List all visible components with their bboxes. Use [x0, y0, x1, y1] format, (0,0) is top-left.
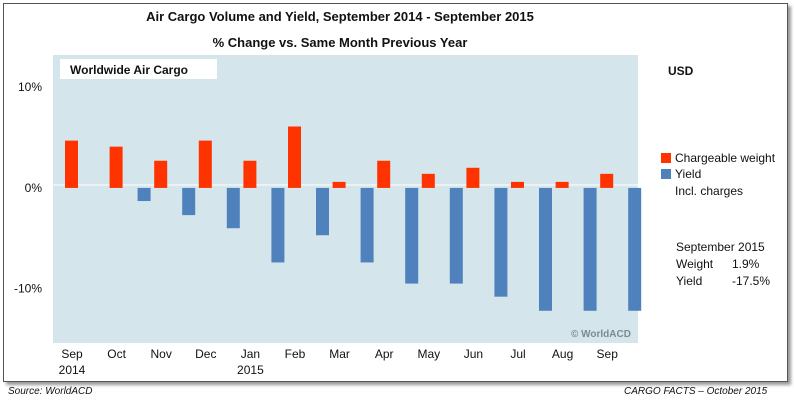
weight-bar: [65, 140, 78, 188]
yield-bar: [583, 187, 597, 311]
credit-note: CARGO FACTS – October 2015: [624, 386, 768, 397]
yield-bar: [360, 187, 374, 263]
weight-bar: [466, 167, 480, 188]
x-tick-label: Sep: [597, 347, 619, 361]
yield-bar: [137, 187, 151, 202]
x-tick-label: Apr: [375, 347, 394, 361]
y-tick-label: 10%: [18, 80, 42, 94]
yield-swatch: [661, 169, 671, 179]
yield-bar: [182, 187, 196, 216]
weight-bar: [511, 181, 524, 188]
weight-bar: [109, 146, 123, 188]
x-tick-label: May: [417, 347, 440, 361]
x-tick-label: Sep: [61, 347, 83, 361]
weight-bar: [555, 181, 569, 188]
inner-label: Worldwide Air Cargo: [70, 63, 188, 77]
summary-value: 1.9%: [732, 257, 760, 271]
weight-bar: [243, 160, 257, 188]
summary-row-yield: Yield -17.5%: [676, 274, 770, 288]
yield-bar: [226, 187, 240, 229]
x-year-label: 2015: [237, 363, 264, 377]
yield-bar: [494, 187, 508, 297]
x-tick-label: Aug: [552, 347, 573, 361]
legend-label-yield: Yield: [675, 167, 702, 181]
x-year-label: 2014: [59, 363, 86, 377]
x-tick-label: Dec: [195, 347, 216, 361]
summary-label: Weight: [676, 257, 714, 271]
x-tick-label: Feb: [285, 347, 306, 361]
weight-bar: [198, 140, 212, 188]
x-tick-label: Mar: [329, 347, 350, 361]
weight-bar: [154, 160, 168, 188]
weight-swatch: [661, 153, 671, 163]
x-tick-label: Jan: [241, 347, 260, 361]
weight-bar: [421, 173, 435, 188]
chart-title: Air Cargo Volume and Yield, September 20…: [146, 9, 534, 24]
chart-subtitle: % Change vs. Same Month Previous Year: [212, 35, 468, 50]
x-tick-label: Oct: [107, 347, 126, 361]
yield-bar: [628, 187, 642, 311]
x-tick-label: Jun: [464, 347, 483, 361]
legend-label-weight: Chargeable weight: [675, 151, 776, 165]
legend-note: Incl. charges: [675, 184, 744, 198]
weight-bar: [288, 126, 301, 188]
summary-row-weight: Weight 1.9%: [676, 257, 759, 271]
weight-bar: [332, 181, 346, 188]
legend-item-yield: Yield: [661, 167, 701, 181]
weight-bar: [377, 160, 391, 188]
summary-heading: September 2015: [676, 240, 765, 254]
summary-label: Yield: [676, 274, 703, 288]
x-tick-label: Nov: [151, 347, 172, 361]
watermark: © WorldACD: [571, 329, 631, 340]
yield-bar: [316, 187, 329, 236]
legend-item-weight: Chargeable weight: [661, 151, 775, 165]
summary-value: -17.5%: [732, 274, 771, 288]
y-tick-label: 0%: [25, 181, 43, 195]
yield-bar: [271, 187, 285, 263]
yield-bar: [539, 187, 552, 311]
inner-label-box: [60, 59, 217, 79]
yield-bar: [405, 187, 419, 284]
source-note: Source: WorldACD: [8, 386, 93, 397]
yield-bar: [449, 187, 463, 284]
x-tick-label: Jul: [510, 347, 525, 361]
weight-bar: [600, 173, 614, 188]
y-tick-label: -10%: [14, 282, 42, 296]
unit-label: USD: [668, 64, 694, 78]
